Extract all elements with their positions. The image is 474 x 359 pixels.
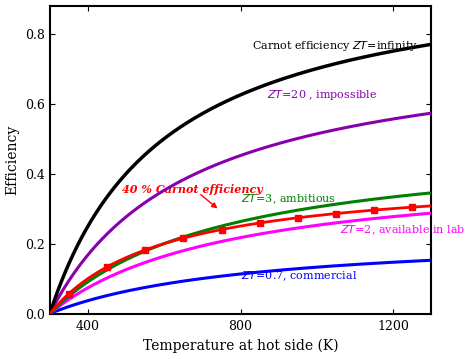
Text: $\mathit{ZT}$=2, available in lab: $\mathit{ZT}$=2, available in lab [340,223,465,237]
Y-axis label: Efficiency: Efficiency [6,125,19,195]
Text: $\mathit{ZT}$=3, ambitious: $\mathit{ZT}$=3, ambitious [241,192,336,206]
Text: Carnot efficiency $\mathit{ZT}$=infinity: Carnot efficiency $\mathit{ZT}$=infinity [252,39,418,53]
X-axis label: Temperature at hot side (K): Temperature at hot side (K) [143,339,338,354]
Text: 40 % Carnot efficiency: 40 % Carnot efficiency [122,184,263,195]
Text: $\mathit{ZT}$=0.7, commercial: $\mathit{ZT}$=0.7, commercial [241,269,357,283]
Text: $\mathit{ZT}$=20 , impossible: $\mathit{ZT}$=20 , impossible [267,88,378,102]
